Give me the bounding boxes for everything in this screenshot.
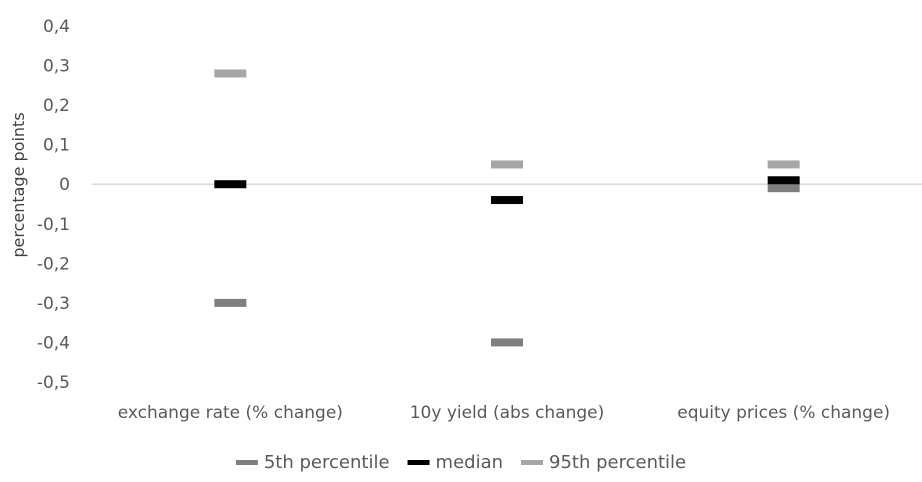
y-tick-label: -0,4 — [37, 333, 70, 353]
marker-5th-percentile — [214, 298, 247, 307]
marker-median — [491, 196, 523, 205]
legend-swatch — [521, 460, 544, 465]
data-markers — [214, 69, 800, 347]
y-tick-label: 0,3 — [43, 57, 70, 77]
y-tick-label: -0,2 — [37, 254, 70, 274]
category-label: exchange rate (% change) — [118, 403, 343, 423]
marker-95th-percentile — [214, 69, 247, 78]
y-tick-label: -0,3 — [37, 294, 70, 314]
marker-95th-percentile — [767, 160, 800, 169]
y-tick-label: 0,4 — [43, 17, 70, 37]
category-label: equity prices (% change) — [677, 403, 890, 423]
y-tick-label: -0,5 — [37, 373, 70, 393]
marker-95th-percentile — [491, 160, 523, 169]
marker-median — [767, 176, 800, 185]
legend-label: median — [436, 452, 503, 473]
y-axis-title: percentage points — [9, 112, 28, 257]
legend-swatch — [407, 460, 430, 465]
y-tick-label: -0,1 — [37, 215, 70, 235]
y-tick-label: 0 — [59, 175, 70, 195]
category-label: 10y yield (abs change) — [410, 403, 605, 423]
category-labels: exchange rate (% change) 10y yield (abs c… — [118, 403, 890, 423]
marker-median — [214, 180, 247, 189]
legend: 5th percentile median 95th percentile — [235, 452, 686, 473]
marker-5th-percentile — [767, 184, 800, 193]
y-tick-label: 0,1 — [43, 136, 70, 156]
marker-5th-percentile — [491, 338, 523, 347]
legend-label: 95th percentile — [549, 452, 686, 473]
legend-swatch — [235, 460, 258, 465]
y-tick-labels: 0,4 0,3 0,2 0,1 0 -0,1 -0,2 -0,3 -0,4 -0,5 — [37, 17, 70, 393]
legend-label: 5th percentile — [264, 452, 390, 473]
y-tick-label: 0,2 — [43, 96, 70, 116]
